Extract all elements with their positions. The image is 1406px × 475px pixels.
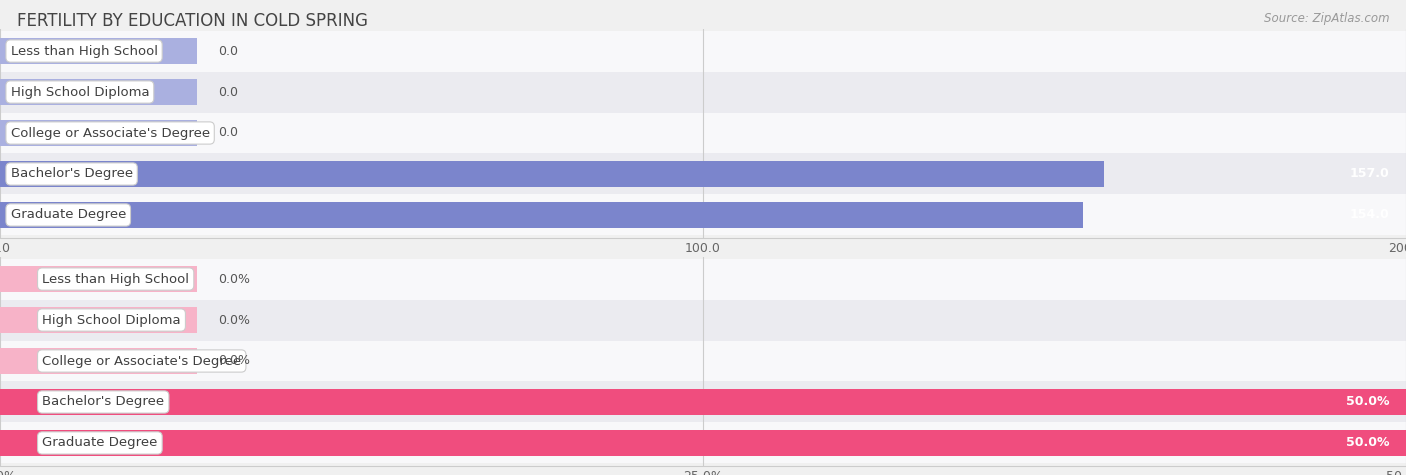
Bar xyxy=(0,72,1406,113)
Bar xyxy=(0,381,1406,422)
Text: Less than High School: Less than High School xyxy=(42,273,190,285)
Text: Graduate Degree: Graduate Degree xyxy=(42,437,157,449)
Text: High School Diploma: High School Diploma xyxy=(42,314,181,326)
Bar xyxy=(0,341,1406,381)
Text: Bachelor's Degree: Bachelor's Degree xyxy=(42,396,165,408)
Bar xyxy=(0,120,197,146)
Bar xyxy=(0,162,1104,187)
Bar xyxy=(0,194,1406,236)
Bar xyxy=(0,113,1406,153)
Text: Less than High School: Less than High School xyxy=(11,45,157,57)
Text: Graduate Degree: Graduate Degree xyxy=(11,209,127,221)
Text: FERTILITY BY EDUCATION IN COLD SPRING: FERTILITY BY EDUCATION IN COLD SPRING xyxy=(17,12,368,30)
Text: College or Associate's Degree: College or Associate's Degree xyxy=(11,126,209,140)
Text: 0.0: 0.0 xyxy=(218,45,238,57)
Text: 154.0: 154.0 xyxy=(1350,209,1389,221)
Text: High School Diploma: High School Diploma xyxy=(11,86,149,98)
Bar xyxy=(0,153,1406,194)
Bar xyxy=(0,430,1406,456)
Bar xyxy=(0,300,1406,341)
Bar xyxy=(0,422,1406,464)
Text: 157.0: 157.0 xyxy=(1350,168,1389,180)
Text: 0.0%: 0.0% xyxy=(218,314,250,326)
Bar xyxy=(0,390,1406,415)
Bar xyxy=(0,38,197,64)
Bar xyxy=(0,266,197,292)
Text: 0.0: 0.0 xyxy=(218,126,238,140)
Bar xyxy=(0,307,197,332)
Text: Source: ZipAtlas.com: Source: ZipAtlas.com xyxy=(1264,12,1389,25)
Text: College or Associate's Degree: College or Associate's Degree xyxy=(42,354,242,368)
Text: 50.0%: 50.0% xyxy=(1346,396,1389,408)
Text: 50.0%: 50.0% xyxy=(1346,437,1389,449)
Bar xyxy=(0,202,1083,228)
Text: 0.0: 0.0 xyxy=(218,86,238,98)
Bar xyxy=(0,258,1406,300)
Text: 0.0%: 0.0% xyxy=(218,273,250,285)
Text: Bachelor's Degree: Bachelor's Degree xyxy=(11,168,132,180)
Bar xyxy=(0,348,197,374)
Text: 0.0%: 0.0% xyxy=(218,354,250,368)
Bar xyxy=(0,79,197,104)
Bar xyxy=(0,30,1406,72)
